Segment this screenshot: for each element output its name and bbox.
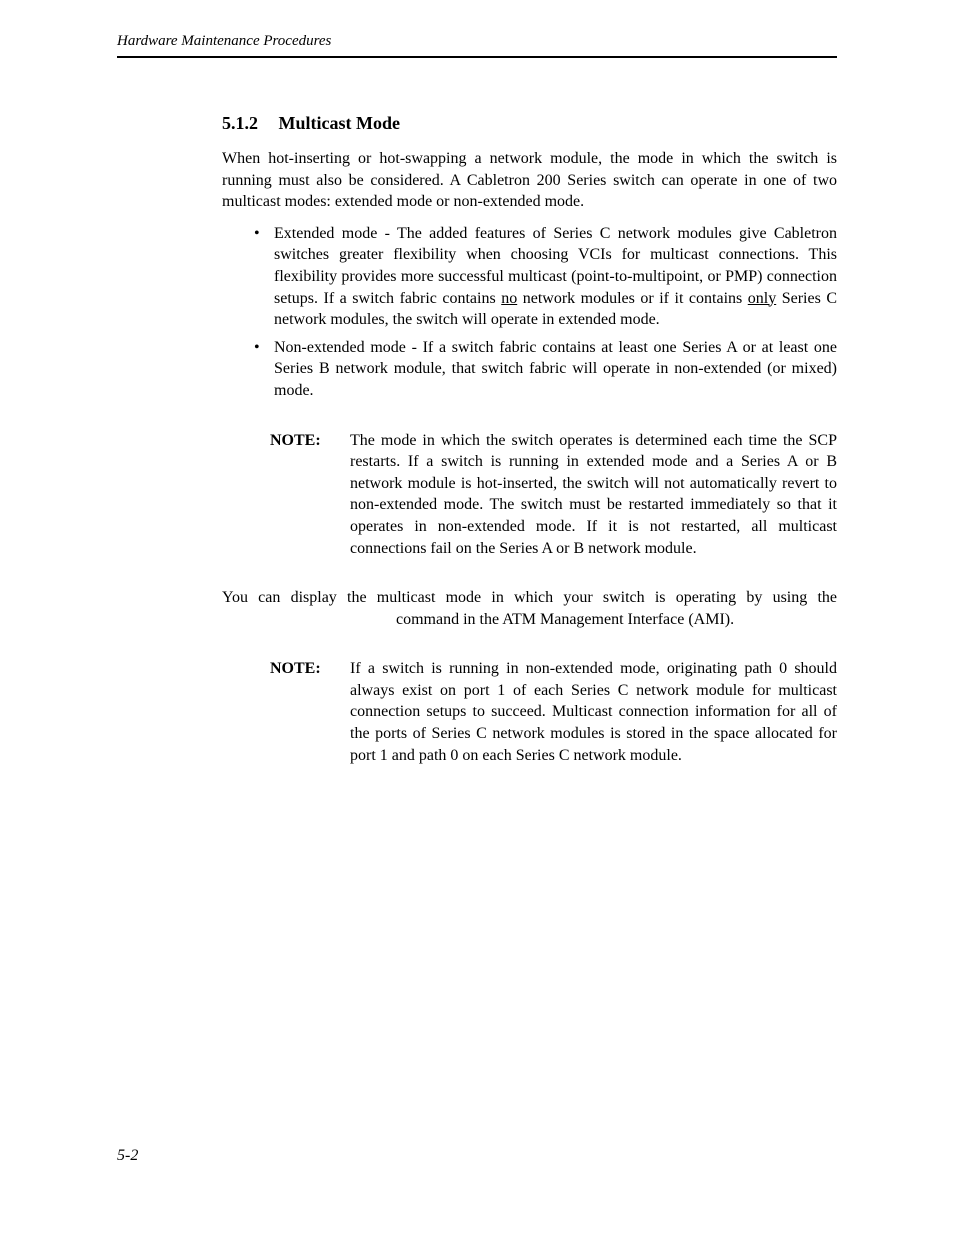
- bullet-text: network modules or if it contains: [517, 290, 748, 307]
- note-body: The mode in which the switch operates is…: [350, 430, 837, 560]
- section-number: 5.1.2: [222, 113, 274, 134]
- page-number: 5-2: [117, 1147, 138, 1165]
- note-label: NOTE:: [270, 430, 350, 560]
- body-paragraph: You can display the multicast mode in wh…: [222, 587, 837, 630]
- page: Hardware Maintenance Procedures 5.1.2 Mu…: [0, 0, 954, 1235]
- underline-no: no: [501, 290, 517, 307]
- para-text: You can display the multicast mode in wh…: [222, 589, 837, 606]
- note-block: NOTE: If a switch is running in non-exte…: [270, 658, 837, 766]
- bullet-text: Non-extended mode - If a switch fabric c…: [274, 339, 837, 399]
- intro-paragraph: When hot-inserting or hot-swapping a net…: [222, 148, 837, 213]
- section-heading: 5.1.2 Multicast Mode: [222, 113, 837, 134]
- note-label: NOTE:: [270, 658, 350, 766]
- bullet-list: Extended mode - The added features of Se…: [250, 223, 837, 402]
- running-header: Hardware Maintenance Procedures: [117, 33, 837, 58]
- content-area: 5.1.2 Multicast Mode When hot-inserting …: [222, 113, 837, 766]
- list-item: Extended mode - The added features of Se…: [250, 223, 837, 331]
- underline-only: only: [748, 290, 776, 307]
- section-title: Multicast Mode: [279, 113, 400, 133]
- note-body: If a switch is running in non-extended m…: [350, 658, 837, 766]
- note-block: NOTE: The mode in which the switch opera…: [270, 430, 837, 560]
- para-text: command in the ATM Management Interface …: [392, 611, 734, 628]
- list-item: Non-extended mode - If a switch fabric c…: [250, 337, 837, 402]
